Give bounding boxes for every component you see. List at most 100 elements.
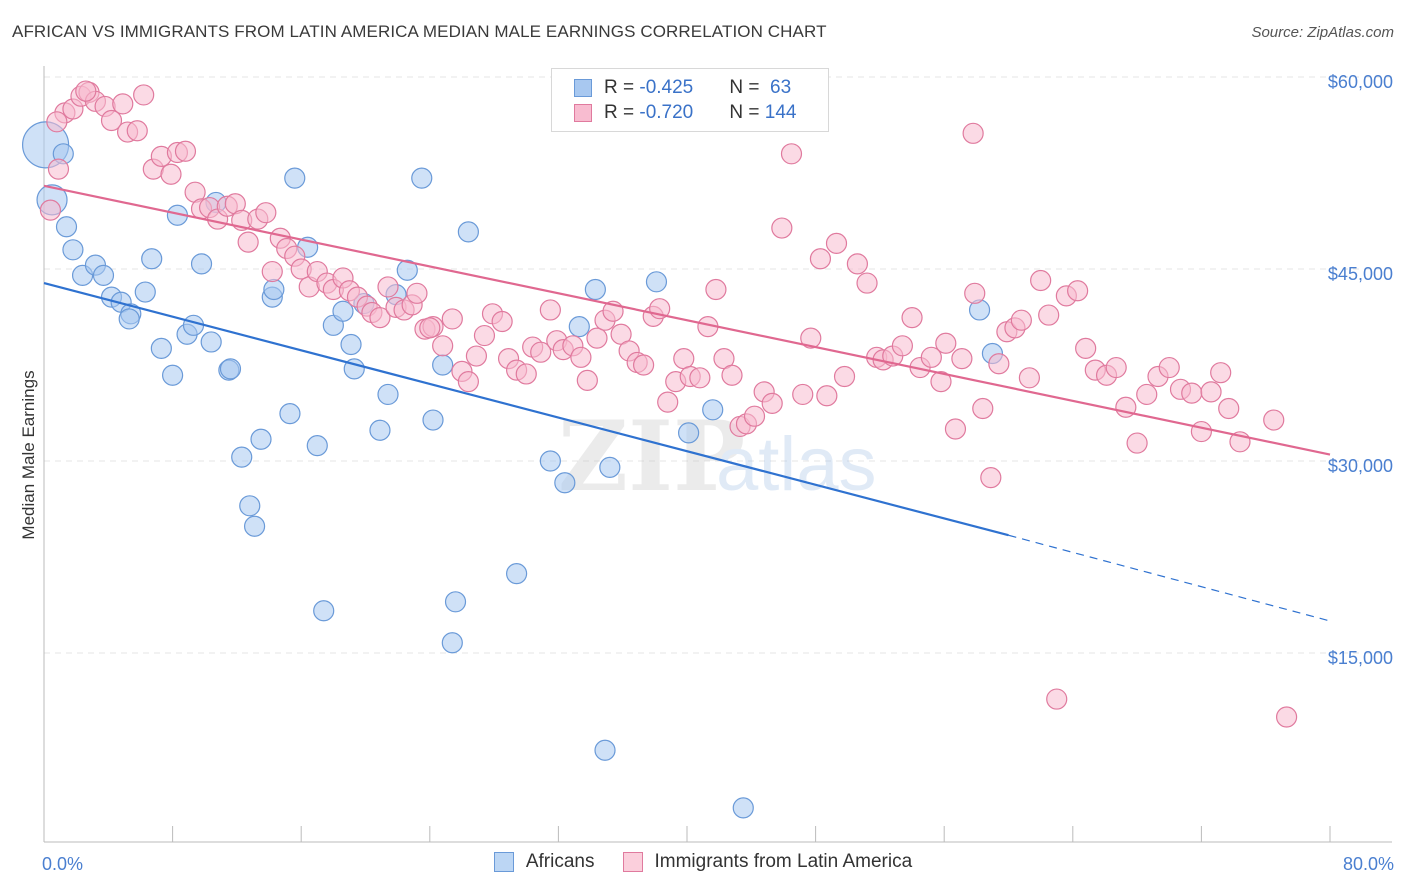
data-point	[369, 419, 391, 441]
data-point	[761, 392, 783, 414]
data-point	[369, 307, 391, 329]
data-point	[160, 163, 182, 185]
data-point	[962, 122, 984, 144]
data-point	[506, 563, 528, 585]
data-point	[1067, 280, 1089, 302]
data-point	[809, 248, 832, 270]
data-point	[972, 397, 994, 420]
data-point	[515, 363, 537, 385]
correlation-legend: R = -0.425 N = 63 R = -0.720 N = 144	[551, 68, 829, 132]
data-point	[46, 111, 68, 133]
data-point	[645, 271, 668, 293]
data-point	[732, 797, 754, 819]
data-point	[377, 276, 399, 298]
data-point	[55, 216, 78, 238]
data-point	[313, 600, 335, 622]
data-point	[1105, 356, 1127, 379]
data-point	[118, 308, 140, 330]
legend-n-value: 144	[764, 102, 797, 123]
data-point	[100, 109, 123, 132]
x-tick-label: 0.0%	[42, 854, 83, 874]
data-point	[441, 632, 463, 654]
data-point	[1126, 432, 1148, 454]
data-point	[1038, 304, 1060, 326]
data-point	[1218, 397, 1240, 420]
data-point	[673, 348, 695, 370]
data-point	[920, 346, 942, 368]
trend-lines	[43, 184, 1331, 622]
data-point	[419, 317, 441, 339]
data-point	[1200, 381, 1222, 403]
data-point	[1136, 383, 1158, 406]
data-point	[332, 300, 354, 322]
legend-swatch-immigrants	[574, 104, 592, 122]
y-tick-label: $60,000	[1328, 72, 1393, 92]
legend-n-label: N =	[729, 102, 765, 123]
data-point	[491, 310, 513, 333]
data-point	[255, 202, 277, 224]
legend-r-value: -0.425	[639, 77, 694, 98]
data-point	[432, 354, 454, 376]
data-point	[891, 335, 914, 357]
data-point	[150, 337, 172, 359]
chart-title: AFRICAN VS IMMIGRANTS FROM LATIN AMERICA…	[12, 22, 827, 41]
data-point	[599, 456, 621, 478]
data-point	[816, 385, 838, 407]
data-point	[705, 278, 727, 301]
data-point	[182, 314, 205, 336]
data-point	[340, 333, 362, 356]
data-point	[75, 80, 97, 102]
data-point	[422, 409, 444, 431]
data-point	[465, 345, 488, 367]
data-point	[190, 253, 213, 275]
trend-line	[43, 282, 1009, 537]
watermark: ZIP atlas	[558, 400, 877, 513]
data-point	[792, 383, 814, 406]
legend-label-immigrants: Immigrants from Latin America	[654, 851, 913, 872]
data-point	[935, 332, 957, 354]
data-point	[457, 371, 479, 393]
data-point	[944, 418, 967, 440]
data-point	[594, 739, 616, 761]
data-point	[411, 167, 433, 189]
data-point	[856, 272, 878, 294]
data-point	[1275, 706, 1298, 728]
data-point	[539, 299, 561, 321]
data-point	[92, 264, 115, 286]
data-point	[721, 364, 743, 386]
data-point	[657, 391, 679, 413]
data-point	[1010, 309, 1032, 331]
data-point	[112, 93, 134, 115]
y-tick-label: $30,000	[1328, 456, 1393, 476]
trend-line-extrapolated	[1008, 534, 1331, 622]
x-tick-label: 80.0%	[1343, 854, 1394, 874]
data-point	[473, 324, 496, 347]
legend-item-africans[interactable]: Africans	[493, 851, 595, 873]
data-point	[576, 369, 598, 391]
data-point	[1263, 409, 1285, 431]
data-point	[632, 354, 655, 376]
data-point	[441, 308, 463, 330]
data-point	[554, 472, 576, 494]
data-point	[901, 307, 923, 329]
data-point	[1190, 420, 1213, 443]
legend-row-africans: R = -0.425 N = 63	[574, 76, 791, 100]
source-label: Source: ZipAtlas.com	[1251, 24, 1394, 41]
data-point	[780, 143, 803, 165]
data-point	[237, 231, 259, 253]
legend-r-label: R =	[604, 77, 640, 98]
data-point	[678, 422, 700, 444]
data-point	[930, 371, 952, 393]
data-point	[231, 446, 253, 468]
data-point	[284, 167, 306, 189]
data-point	[1181, 382, 1203, 404]
data-point	[62, 239, 84, 261]
data-point	[1046, 688, 1068, 710]
data-point	[306, 435, 328, 457]
legend-swatch-africans	[574, 79, 592, 97]
data-point	[584, 278, 606, 301]
legend-item-immigrants[interactable]: Immigrants from Latin America	[622, 851, 913, 873]
data-point	[539, 450, 561, 472]
data-point	[174, 140, 197, 162]
data-point	[1210, 362, 1232, 384]
